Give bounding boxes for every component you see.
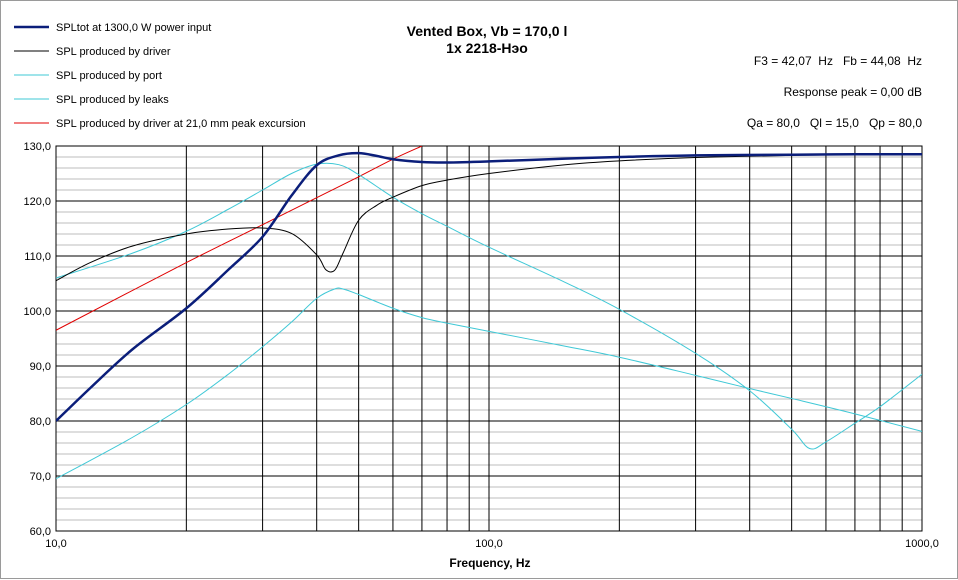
- y-tick-label: 110,0: [24, 251, 51, 263]
- y-tick-label: 60,0: [30, 526, 51, 538]
- plot-area-border: [55, 145, 923, 532]
- legend-label-port: SPL produced by port: [56, 70, 162, 82]
- annotation-f3-fb: F3 = 42,07 Hz Fb = 44,08 Hz: [754, 54, 922, 68]
- y-tick-label: 120,0: [23, 196, 51, 208]
- series-port-line: [56, 162, 922, 450]
- legend-label-spltot: SPLtot at 1300,0 W power input: [56, 22, 211, 34]
- y-tick-label: 130,0: [23, 141, 51, 153]
- chart-subtitle: 1x 2218-Нэо: [446, 40, 528, 56]
- y-tick-label: 70,0: [30, 471, 51, 483]
- series-excursion-line: [56, 146, 423, 331]
- legend-label-driver: SPL produced by driver: [56, 46, 171, 58]
- tick-labels: 60,0 70,0 80,0 90,0 100,0 110,0 120,0 130,0 10,0…: [23, 141, 938, 550]
- annotation-response-peak: Response peak = 0,00 dB: [784, 85, 922, 99]
- grid-major: [56, 146, 922, 531]
- legend-label-excursion: SPL produced by driver at 21,0 mm peak e…: [56, 118, 306, 130]
- x-tick-label: 1000,0: [905, 538, 939, 550]
- annotation-q-values: Qa = 80,0 Ql = 15,0 Qp = 80,0: [747, 116, 922, 130]
- y-tick-label: 80,0: [30, 416, 51, 428]
- y-tick-label: 90,0: [30, 361, 51, 373]
- series-spltot-line: [56, 151, 922, 422]
- legend-label-leaks: SPL produced by leaks: [56, 94, 169, 106]
- chart-title: Vented Box, Vb = 170,0 l: [407, 23, 568, 39]
- series-leaks-line: [56, 287, 922, 480]
- y-tick-label: 100,0: [23, 306, 51, 318]
- legend: SPLtot at 1300,0 W power input SPL produ…: [14, 22, 306, 130]
- x-tick-label: 100,0: [475, 538, 503, 550]
- series-layer: [56, 146, 922, 480]
- x-axis-label: Frequency, Hz: [449, 556, 530, 570]
- x-tick-label: 10,0: [45, 538, 66, 550]
- series-driver-line: [56, 153, 922, 282]
